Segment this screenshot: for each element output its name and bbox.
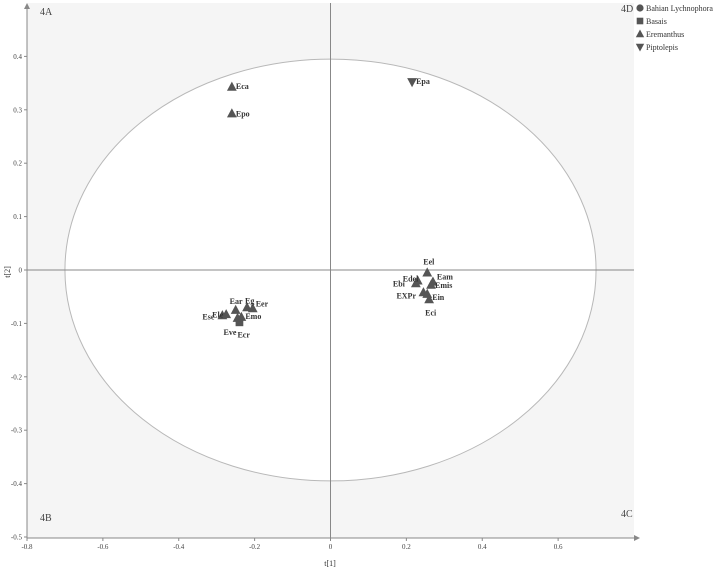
y-axis-label: t[2] — [3, 266, 12, 278]
data-point — [407, 78, 417, 88]
y-tick-label: 0.3 — [13, 106, 22, 114]
data-point — [247, 303, 258, 313]
legend-marker-icon — [635, 43, 645, 52]
data-point — [410, 278, 421, 288]
data-point — [226, 108, 237, 118]
quadrant-label-top-right: 4D — [621, 4, 633, 15]
points-layer — [217, 78, 438, 327]
ticks-layer: -0.8 -0.6 -0.4 -0.2 0 0.2 0.4 0.6 0.4 0.3 0.2 0.1 0 -… — [11, 53, 563, 551]
point-label: Eer — [256, 299, 269, 308]
legend: Bahian Lychnophora Basais Eremanthus Piptol… — [635, 4, 713, 52]
x-tick-label: -0.4 — [173, 543, 185, 551]
x-tick-label: -0.6 — [97, 543, 109, 551]
quadrant-label-top-left: 4A — [40, 7, 53, 18]
data-point — [426, 279, 436, 289]
point-label: Eve — [224, 328, 237, 337]
y-tick-label: 0 — [19, 267, 23, 275]
data-point — [422, 267, 433, 277]
x-axis-arrow-icon — [634, 535, 640, 541]
y-tick-label: -0.4 — [11, 480, 23, 488]
legend-label: Basais — [646, 17, 667, 26]
data-point — [235, 318, 244, 327]
point-label: Ecr — [237, 330, 250, 339]
point-label: Eci — [425, 308, 437, 317]
y-tick-label: 0.1 — [13, 213, 22, 221]
y-axis-arrow-icon — [24, 3, 30, 9]
x-tick-label: 0.4 — [478, 543, 487, 551]
legend-label: Bahian Lychnophora — [646, 4, 713, 13]
legend-label: Piptolepis — [646, 43, 678, 52]
point-label: Eg — [245, 296, 254, 305]
x-tick-label: 0.6 — [554, 543, 563, 551]
point-label: Ear — [230, 297, 243, 306]
point-label: Emo — [245, 312, 261, 321]
data-point — [236, 311, 247, 321]
quadrant-label-bottom-right: 4C — [621, 509, 633, 520]
y-tick-label: -0.3 — [11, 427, 23, 435]
point-label: Emis — [435, 281, 452, 290]
y-tick-label: -0.2 — [11, 373, 23, 381]
point-label: Eca — [236, 82, 249, 91]
point-label: Edel — [403, 275, 419, 284]
legend-marker-icon — [636, 4, 644, 12]
data-point — [217, 310, 228, 320]
x-tick-label: 0 — [329, 543, 333, 551]
y-tick-label: 0.2 — [13, 160, 22, 168]
y-tick-label: 0.4 — [13, 53, 22, 61]
quadrant-label-bottom-left: 4B — [40, 513, 52, 524]
x-tick-label: -0.8 — [21, 543, 33, 551]
legend-label: Eremanthus — [646, 30, 684, 39]
y-tick-label: -0.1 — [11, 320, 23, 328]
data-point — [424, 294, 435, 304]
point-label: Epa — [416, 77, 430, 86]
legend-marker-icon — [635, 29, 645, 38]
point-label: Eel — [423, 258, 435, 267]
x-axis-label: t[1] — [324, 559, 336, 568]
data-point — [230, 304, 241, 314]
point-label: Ein — [432, 293, 445, 302]
point-label: EXPr — [396, 291, 416, 300]
point-label: Ele — [212, 310, 224, 319]
point-label: Epo — [236, 110, 250, 119]
x-tick-label: 0.2 — [402, 543, 411, 551]
data-point — [242, 302, 252, 312]
x-tick-label: -0.2 — [249, 543, 261, 551]
point-label: Eam — [437, 273, 453, 282]
y-tick-label: -0.5 — [11, 534, 23, 542]
data-point — [226, 81, 237, 91]
point-label: Ese — [202, 312, 214, 321]
legend-marker-icon — [636, 17, 644, 25]
point-label: Ebi — [393, 279, 406, 288]
